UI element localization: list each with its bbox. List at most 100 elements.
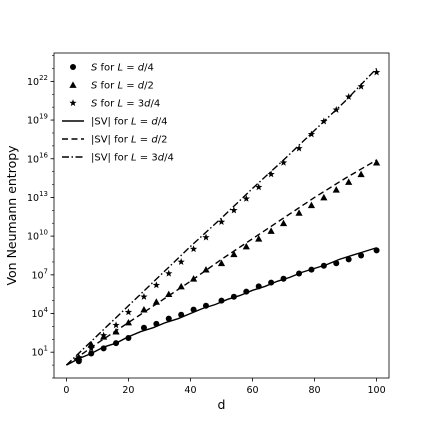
legend-label-part: L (117, 81, 123, 92)
legend-label: S for L = d/4 (91, 63, 154, 74)
legend-label-part: L (117, 99, 123, 110)
legend-label-part: L (131, 153, 137, 164)
data-point (295, 144, 303, 152)
x-tick-label: 20 (122, 385, 134, 396)
data-point (295, 209, 303, 216)
legend-label-part: d (138, 63, 145, 74)
legend-label-part: for (97, 63, 117, 74)
y-tick-exponent: 1 (44, 345, 48, 353)
legend-item: S for L = d/2 (69, 81, 154, 92)
data-point (255, 235, 263, 242)
legend-label-part: L (131, 135, 137, 146)
data-point (217, 218, 226, 226)
y-tick-label: 1013 (27, 190, 48, 204)
legend-label-part: L (131, 117, 137, 128)
data-point (345, 93, 353, 100)
legend-label-part: /2 (158, 135, 168, 146)
y-axis-label: Von Neumann entropy (4, 145, 19, 286)
series-5 (65, 67, 378, 366)
data-point (202, 233, 210, 241)
legend-label-part: |SV| for (91, 135, 131, 146)
legend-label-part: |SV| for (91, 153, 131, 164)
x-axis-label: d (218, 397, 226, 412)
data-point (152, 281, 160, 289)
data-point (165, 315, 172, 322)
data-point (345, 256, 352, 263)
legend-label-part: = (123, 81, 138, 92)
y-tick-exponent: 7 (44, 267, 48, 275)
legend-label-part: d (144, 99, 151, 110)
x-axis: 0 20 40 60 80 100 (63, 378, 386, 396)
y-tick-base: 10 (31, 348, 43, 359)
y-tick-exponent: 22 (39, 74, 48, 82)
y-tick-exponent: 4 (44, 306, 49, 314)
legend-label-part: d (158, 153, 165, 164)
legend-marker (70, 64, 76, 70)
data-point (255, 183, 263, 191)
data-point (100, 331, 108, 339)
legend-label-part: |SV| for (91, 117, 131, 128)
legend-label-part: = (123, 63, 138, 74)
data-point (124, 318, 133, 326)
legend-marker (69, 81, 77, 88)
series-layer (65, 67, 381, 366)
data-point (165, 290, 173, 298)
legend-item: S for L = 3d/4 (69, 99, 160, 110)
legend-item: |SV| for L = d/2 (62, 135, 167, 146)
legend-label-part: /4 (144, 63, 154, 74)
x-tick-label: 0 (63, 385, 69, 396)
data-point (124, 308, 133, 316)
legend-label-part: d (151, 135, 158, 146)
data-point (140, 324, 147, 331)
data-point (372, 68, 381, 76)
data-point (177, 258, 185, 265)
data-point (242, 194, 250, 202)
legend-label: |SV| for L = d/2 (91, 135, 167, 146)
y-tick-base: 10 (27, 193, 39, 204)
series-line (66, 159, 377, 366)
data-point (230, 206, 238, 214)
series-line (65, 67, 378, 366)
legend-marker (69, 99, 77, 107)
legend-label-part: = (137, 135, 152, 146)
series-4 (66, 159, 377, 366)
y-tick-label: 107 (31, 267, 48, 281)
legend-label-part: S (91, 99, 98, 110)
data-point (177, 282, 185, 290)
legend-label: |SV| for L = 3d/4 (91, 153, 174, 164)
data-point (358, 252, 365, 259)
x-tick-label: 60 (246, 385, 258, 396)
data-point (279, 158, 288, 166)
data-point (267, 170, 275, 178)
legend-label-part: d (138, 81, 145, 92)
data-point (217, 259, 226, 267)
data-point (279, 219, 288, 227)
legend-label-part: /2 (144, 81, 154, 92)
series-line (66, 247, 377, 366)
y-tick-label: 1016 (27, 151, 49, 165)
plot-frame (53, 52, 390, 379)
data-point (189, 245, 198, 253)
y-tick-base: 10 (27, 154, 39, 165)
legend-label-part: /4 (151, 99, 161, 110)
legend-label-part: = 3 (137, 153, 158, 164)
legend-label: |SV| for L = d/4 (91, 117, 167, 128)
x-tick-label: 80 (309, 385, 321, 396)
data-point (345, 178, 353, 185)
data-point (320, 193, 328, 201)
y-tick-label: 1019 (27, 113, 48, 127)
y-tick-label: 104 (31, 306, 48, 320)
y-tick-label: 101 (31, 345, 48, 359)
y-tick-base: 10 (31, 270, 43, 281)
legend-item: |SV| for L = 3d/4 (62, 153, 174, 164)
data-point (307, 130, 316, 138)
legend-label-part: for (97, 99, 117, 110)
legend-label-part: d (151, 117, 158, 128)
legend-label-part: /4 (158, 117, 168, 128)
data-point (307, 201, 316, 209)
y-tick-base: 10 (27, 77, 39, 88)
data-point (230, 250, 238, 258)
y-tick-base: 10 (27, 232, 39, 243)
